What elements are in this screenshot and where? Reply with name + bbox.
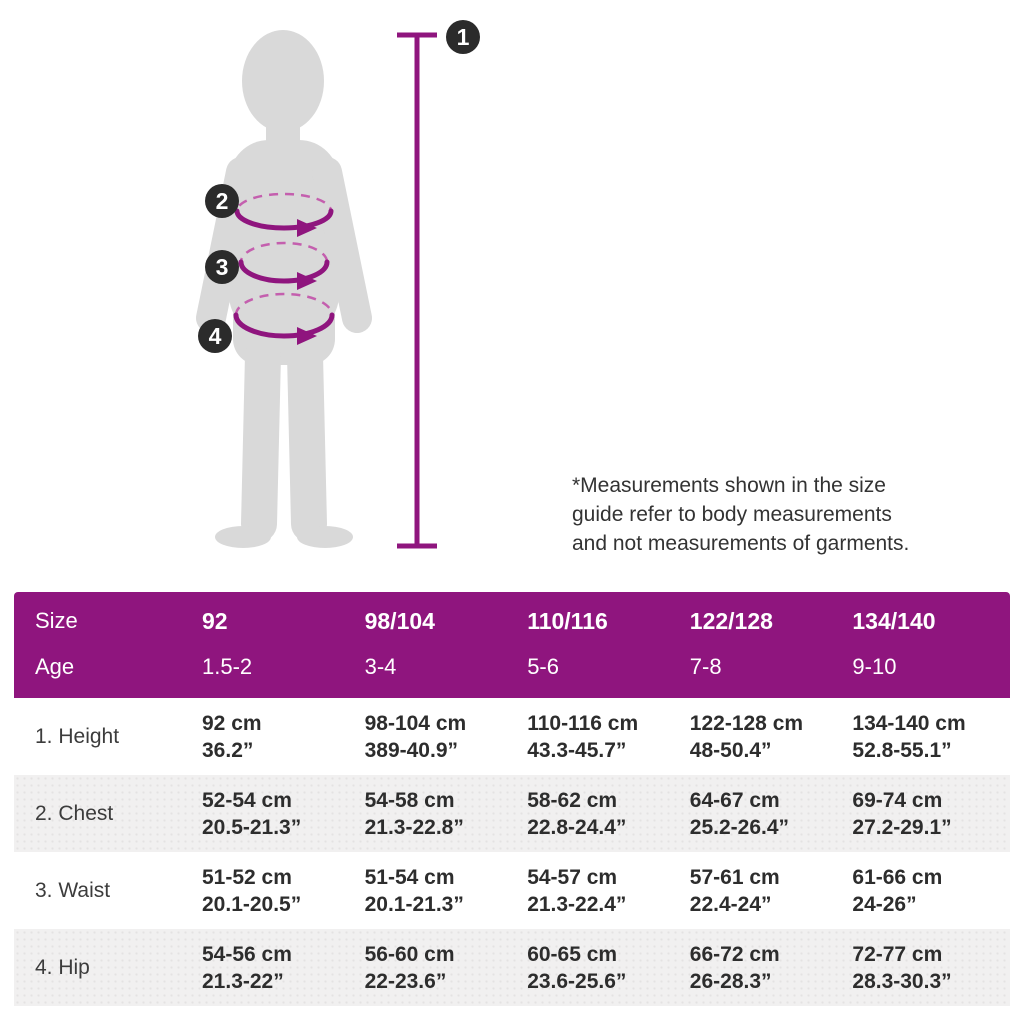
table-row-hip: 4. Hip 54-56 cm 21.3-22” 56-60 cm 22-23.6”… (14, 929, 1010, 1006)
table-cell: 110-116 cm 43.3-45.7” (527, 711, 639, 762)
size-header-label: Size (35, 608, 78, 633)
size-table-header: Size 92 98/104 110/116 122/128 134/140 A… (14, 592, 1010, 698)
table-cell: 64-67 cm 25.2-26.4” (689, 788, 790, 839)
row-label: 1. Height (35, 724, 120, 748)
row-label: 2. Chest (35, 801, 114, 825)
measurement-note: *Measurements shown in the size guide re… (572, 471, 962, 558)
marker-2-chest: 2 (205, 184, 239, 218)
table-cell: 51-54 cm 20.1-21.3” (364, 865, 464, 916)
measurement-note-line: and not measurements of garments. (572, 532, 910, 555)
marker-2-number: 2 (215, 187, 229, 214)
height-measure-line (397, 32, 437, 549)
table-cell: 51-52 cm 20.1-20.5” (202, 865, 302, 916)
size-col-value: 98/104 (364, 607, 435, 634)
marker-4-hip: 4 (198, 319, 232, 353)
child-silhouette (196, 30, 372, 548)
table-cell: 92 cm 36.2” (202, 711, 262, 762)
measurement-note-line: guide refer to body measurements (572, 503, 892, 526)
age-header-label: Age (35, 654, 75, 679)
table-cell: 54-57 cm 21.3-22.4” (527, 865, 627, 916)
table-cell: 72-77 cm 28.3-30.3” (852, 942, 952, 993)
age-col-value: 3-4 (364, 654, 397, 679)
size-col-value: 92 (202, 607, 228, 634)
table-row-height: 1. Height 92 cm 36.2” 98-104 cm 389-40.9” … (14, 698, 1010, 775)
row-label: 3. Waist (35, 878, 111, 902)
hip-measure-band (233, 292, 335, 345)
table-cell: 58-62 cm 22.8-24.4” (527, 788, 627, 839)
marker-1-height: 1 (446, 20, 480, 54)
age-col-value: 7-8 (689, 654, 722, 679)
table-row-waist: 3. Waist 51-52 cm 20.1-20.5” 51-54 cm 20.1… (14, 852, 1010, 929)
waist-measure-band (238, 241, 330, 290)
age-col-value: 5-6 (527, 654, 559, 679)
age-header-row: Age 1.5-2 3-4 5-6 7-8 9-10 (14, 644, 1010, 690)
hip-arrow-icon (297, 327, 317, 345)
chest-arrow-icon (297, 219, 317, 237)
table-cell: 60-65 cm 23.6-25.6” (527, 942, 627, 993)
marker-3-number: 3 (215, 253, 229, 280)
size-col-value: 110/116 (527, 607, 608, 634)
waist-arrow-icon (297, 272, 317, 290)
measurement-note-line: *Measurements shown in the size (572, 474, 886, 497)
table-cell: 69-74 cm 27.2-29.1” (852, 788, 952, 839)
table-row-chest: 2. Chest 52-54 cm 20.5-21.3” 54-58 cm 21.3… (14, 775, 1010, 852)
table-cell: 56-60 cm 22-23.6” (364, 942, 455, 993)
table-cell: 66-72 cm 26-28.3” (689, 942, 780, 993)
table-cell: 122-128 cm 48-50.4” (689, 711, 804, 762)
age-col-value: 1.5-2 (202, 654, 253, 679)
table-cell: 61-66 cm 24-26” (852, 865, 943, 916)
age-col-value: 9-10 (852, 654, 897, 679)
size-header-row: Size 92 98/104 110/116 122/128 134/140 (14, 598, 1010, 644)
size-col-value: 122/128 (689, 607, 773, 634)
chest-measure-band (234, 192, 334, 237)
marker-3-waist: 3 (205, 250, 239, 284)
table-cell: 98-104 cm 389-40.9” (364, 711, 467, 762)
table-cell: 52-54 cm 20.5-21.3” (202, 788, 302, 839)
table-cell: 54-56 cm 21.3-22” (202, 942, 292, 993)
marker-4-number: 4 (208, 322, 222, 349)
table-cell: 57-61 cm 22.4-24” (689, 865, 780, 916)
size-col-value: 134/140 (852, 607, 936, 634)
table-cell: 134-140 cm 52.8-55.1” (852, 711, 966, 762)
child-silhouette-illustration (196, 30, 437, 549)
marker-1-number: 1 (456, 23, 470, 50)
table-cell: 54-58 cm 21.3-22.8” (364, 788, 464, 839)
size-table: Size 92 98/104 110/116 122/128 134/140 A… (14, 592, 1010, 1006)
row-label: 4. Hip (35, 955, 90, 979)
